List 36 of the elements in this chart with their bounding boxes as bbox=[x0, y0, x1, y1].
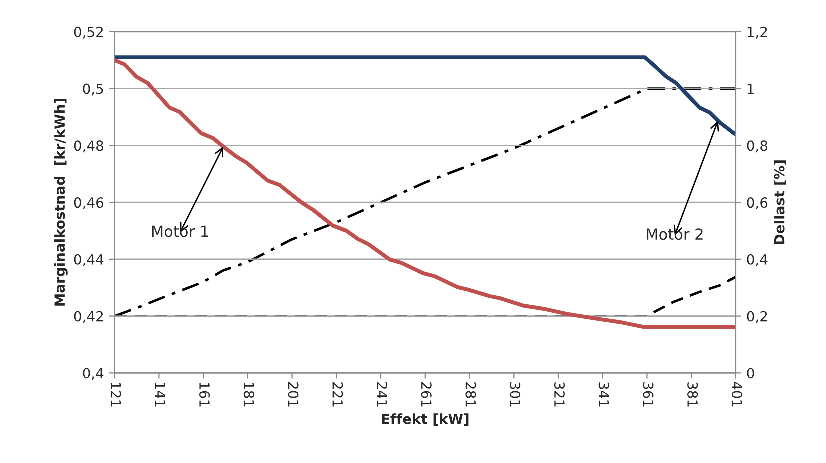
x-tick-label: 241 bbox=[377, 382, 388, 407]
annotation: Motor 2 bbox=[647, 228, 703, 240]
x-tick-label: 161 bbox=[200, 383, 210, 407]
x-tick-label: 121 bbox=[110, 383, 122, 407]
x-tick-label: 401 bbox=[732, 382, 742, 407]
y-tick-label: 0,4 bbox=[83, 368, 104, 380]
x-tick-label: 221 bbox=[332, 382, 344, 407]
x-tick-label: 261 bbox=[421, 382, 432, 407]
y-tick-label: 0,44 bbox=[74, 254, 104, 266]
y2-tick-label: 0 bbox=[747, 368, 754, 379]
line-series bbox=[114, 56, 736, 137]
x-tick-label: 201 bbox=[288, 382, 299, 407]
y2-axis-title: Dellast [%] bbox=[774, 160, 786, 244]
x-tick-label: 141 bbox=[155, 383, 166, 407]
x-tick-label: 281 bbox=[466, 382, 476, 407]
x-tick-label: 341 bbox=[598, 382, 610, 407]
x-tick-label: 321 bbox=[554, 382, 565, 407]
y2-tick-label: 1 bbox=[748, 84, 754, 94]
y2-tick-label: 0,8 bbox=[747, 140, 768, 153]
y-tick-label: 0,42 bbox=[74, 311, 104, 324]
x-tick-label: 181 bbox=[244, 383, 254, 407]
y2-tick-label: 0,4 bbox=[747, 254, 768, 266]
y2-tick-label: 0,6 bbox=[747, 198, 768, 210]
x-tick-label: 361 bbox=[643, 382, 654, 407]
x-axis-title: Effekt [kW] bbox=[382, 414, 469, 426]
x-tick-label: 301 bbox=[510, 382, 521, 407]
y2-tick-label: 0,2 bbox=[747, 311, 768, 324]
y-axis-title: Marginalkostnad [kr/kWh] bbox=[54, 99, 68, 306]
y-tick-label: 0,52 bbox=[74, 26, 104, 39]
y-tick-label: 0,5 bbox=[83, 84, 104, 96]
y-tick-label: 0,48 bbox=[74, 140, 104, 153]
x-tick-label: 381 bbox=[688, 382, 698, 407]
y-tick-label: 0,46 bbox=[74, 198, 104, 210]
line-series bbox=[114, 58, 736, 330]
y2-tick-label: 1,2 bbox=[748, 26, 768, 39]
annotation: Motor 1 bbox=[152, 226, 208, 238]
